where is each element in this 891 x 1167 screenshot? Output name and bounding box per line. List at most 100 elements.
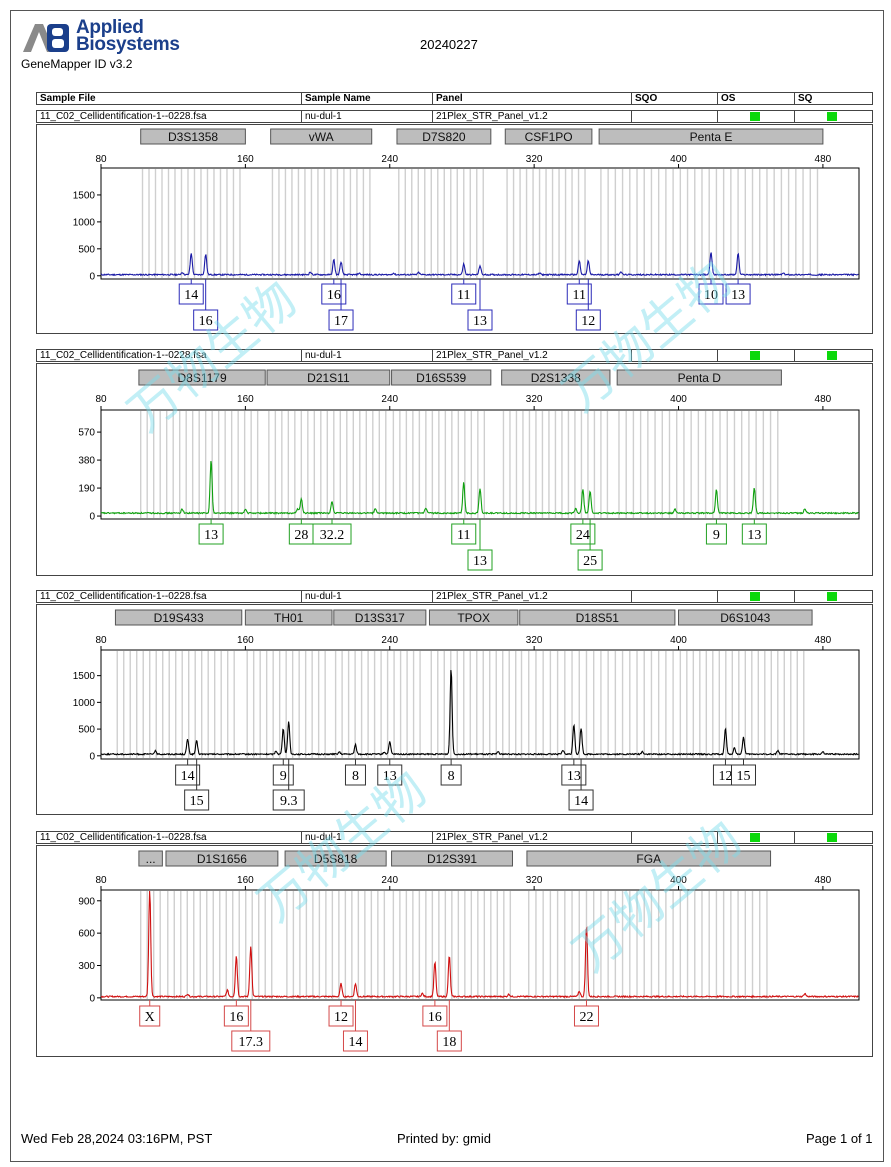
column-header-sqo: SQO: [631, 93, 717, 104]
allele-call[interactable]: 18: [436, 1000, 462, 1052]
allele-label: 14: [348, 1035, 362, 1050]
sample-cell-sqo: [631, 832, 717, 843]
locus-bar[interactable]: D7S820: [396, 128, 492, 145]
column-header-sample-file: Sample File: [40, 93, 96, 104]
allele-label: 15: [736, 769, 750, 784]
trace-line: [101, 890, 859, 999]
allele-call[interactable]: 15: [730, 759, 756, 786]
locus-label: vWA: [309, 130, 334, 144]
allele-call[interactable]: 17: [328, 279, 354, 331]
x-tick-label: 400: [670, 635, 687, 646]
locus-bar[interactable]: D12S391: [391, 850, 513, 867]
allele-call[interactable]: 11: [451, 279, 477, 305]
allele-call[interactable]: 13: [377, 759, 403, 786]
locus-bar[interactable]: vWA: [270, 128, 373, 145]
x-tick-label: 80: [95, 635, 107, 646]
locus-bar[interactable]: D13S317: [333, 609, 427, 626]
allele-call[interactable]: 13: [725, 279, 751, 305]
allele-call[interactable]: 12: [328, 1000, 354, 1027]
allele-call[interactable]: 28: [288, 519, 314, 545]
allele-box: [312, 523, 352, 545]
allele-label: 12: [334, 1010, 348, 1025]
allele-call[interactable]: 13: [467, 519, 493, 571]
allele-bin-lines: [140, 891, 768, 999]
locus-bar[interactable]: D6S1043: [678, 609, 813, 626]
allele-call[interactable]: 8: [344, 759, 366, 786]
footer-printed-by: Printed by: gmid: [397, 1131, 491, 1146]
locus-label: ...: [146, 852, 156, 866]
sample-cell-sample-file: 11_C02_Cellidentification-1--0228.fsa: [40, 111, 207, 122]
x-tick-label: 320: [526, 154, 543, 165]
allele-call[interactable]: 16: [321, 279, 347, 305]
x-tick-label: 320: [526, 394, 543, 405]
allele-label: 14: [574, 794, 588, 809]
allele-bin-lines: [141, 169, 819, 278]
os-quality-indicator: [750, 592, 760, 601]
allele-call[interactable]: X: [139, 1000, 161, 1027]
allele-call[interactable]: 15: [184, 759, 210, 811]
allele-call[interactable]: 14: [568, 759, 594, 811]
allele-call[interactable]: 13: [467, 279, 493, 331]
column-header-sample-name: Sample Name: [301, 93, 432, 104]
allele-label: 24: [576, 528, 590, 543]
allele-call[interactable]: 12: [575, 279, 601, 331]
allele-call[interactable]: 32.2: [312, 519, 352, 545]
allele-call[interactable]: 13: [561, 759, 587, 786]
y-tick-label: 380: [78, 456, 95, 467]
locus-bar[interactable]: Penta D: [616, 369, 782, 386]
allele-call[interactable]: 16: [223, 1000, 249, 1027]
x-tick-label: 320: [526, 875, 543, 886]
x-tick-label: 160: [237, 394, 254, 405]
allele-call[interactable]: 10: [698, 279, 724, 305]
locus-label: CSF1PO: [525, 130, 573, 144]
allele-call[interactable]: 17.3: [231, 1000, 271, 1052]
locus-bar[interactable]: TH01: [244, 609, 333, 626]
allele-call[interactable]: 22: [573, 1000, 599, 1027]
locus-bar[interactable]: D1S1656: [165, 850, 279, 867]
locus-bar[interactable]: D18S51: [519, 609, 676, 626]
allele-call[interactable]: 8: [440, 759, 462, 786]
locus-bar[interactable]: D3S1358: [140, 128, 246, 145]
allele-call[interactable]: 14: [175, 759, 201, 786]
allele-call[interactable]: 14: [342, 1000, 368, 1052]
locus-bar[interactable]: D5S818: [284, 850, 387, 867]
x-tick-label: 400: [670, 875, 687, 886]
allele-call[interactable]: 16: [193, 279, 219, 331]
locus-bar[interactable]: TPOX: [428, 609, 519, 626]
locus-bar[interactable]: D21S11: [266, 369, 391, 386]
locus-bar[interactable]: ...: [138, 850, 163, 867]
locus-label: D5S818: [314, 852, 358, 866]
sample-cell-sq: [794, 111, 872, 122]
allele-call[interactable]: 25: [577, 519, 603, 571]
locus-bar[interactable]: D8S1179: [138, 369, 266, 386]
allele-call[interactable]: 9.3: [272, 759, 305, 811]
allele-box: [139, 1005, 161, 1027]
x-tick-label: 480: [815, 875, 832, 886]
allele-box: [175, 764, 201, 786]
locus-label: TH01: [274, 611, 304, 625]
sample-cell-os: [717, 832, 794, 843]
sample-cell-sample-name: nu-dul-1: [301, 591, 432, 602]
electropherogram-panel-blue: [36, 124, 873, 334]
locus-label: D2S1338: [531, 371, 581, 385]
allele-call[interactable]: 14: [178, 279, 204, 305]
allele-box: [422, 1005, 448, 1027]
locus-bar[interactable]: CSF1PO: [504, 128, 593, 145]
allele-call[interactable]: 13: [741, 519, 767, 545]
allele-call[interactable]: 9: [705, 519, 727, 545]
locus-bar[interactable]: FGA: [526, 850, 772, 867]
locus-bar[interactable]: Penta E: [598, 128, 824, 145]
locus-bar[interactable]: D19S433: [114, 609, 243, 626]
allele-call[interactable]: 16: [422, 1000, 448, 1027]
x-tick-label: 240: [381, 635, 398, 646]
allele-call[interactable]: 13: [198, 519, 224, 545]
locus-bar[interactable]: D16S539: [391, 369, 492, 386]
allele-call[interactable]: 11: [566, 279, 592, 305]
allele-label: 9: [280, 769, 287, 784]
allele-label: 16: [199, 314, 213, 329]
report-date: 20240227: [420, 37, 478, 52]
allele-call[interactable]: 24: [570, 519, 596, 545]
allele-box: [725, 283, 751, 305]
allele-call[interactable]: 11: [451, 519, 477, 545]
locus-bar[interactable]: D2S1338: [501, 369, 611, 386]
